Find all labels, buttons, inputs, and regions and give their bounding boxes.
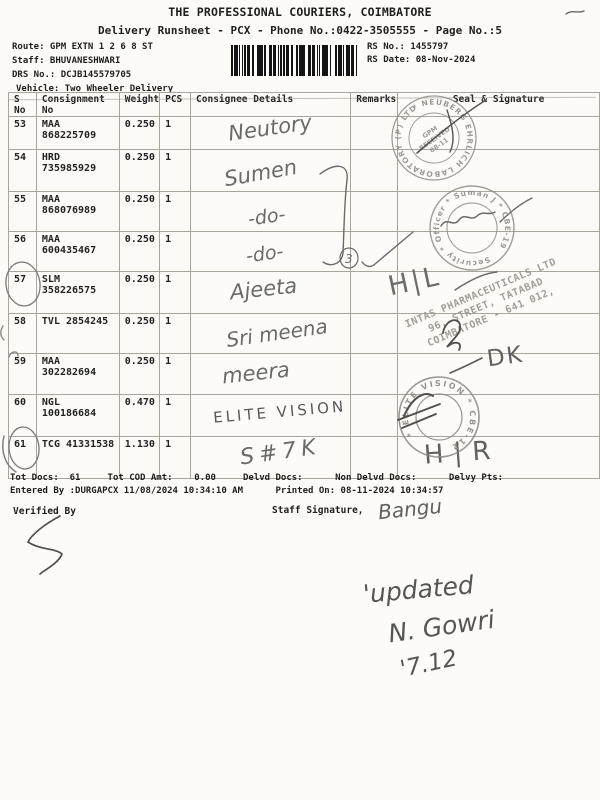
bottom-note-time: '7.12	[397, 645, 460, 683]
consignment-no: MAA 600435467	[35, 231, 120, 272]
s-no: 54	[8, 149, 37, 192]
s-no: 58	[8, 313, 37, 354]
staff-line: Staff: BHUVANESHWARI	[12, 56, 121, 66]
pcs: 1	[159, 231, 192, 272]
barcode	[231, 45, 357, 76]
seal-cell	[397, 149, 600, 192]
seal-cell	[397, 313, 600, 354]
pcs: 1	[159, 149, 192, 192]
rs-no-line: RS No.: 1455797	[367, 42, 449, 52]
neuberg-stamp: * NEUBERG EHRLICH LABORATORY (P) LTD. GP…	[384, 88, 484, 188]
s-no: 59	[8, 353, 37, 395]
pcs: 1	[159, 353, 192, 395]
seal-cell	[397, 436, 600, 479]
pcs: 1	[159, 313, 192, 354]
remarks-cell	[350, 116, 399, 150]
vehicle-line: Vehicle: Two Wheeler Delivery	[16, 84, 174, 94]
consignment-no: TVL 2854245	[35, 313, 120, 354]
consignment-no: NGL 100186684	[35, 394, 120, 437]
rs-date-line: RS Date: 08-Nov-2024	[367, 55, 476, 65]
svg-text:Security * Officer * Suman J *: Security * Officer * Suman J * CBE-19	[424, 180, 520, 276]
weight: 0.250	[118, 116, 161, 150]
s-no: 56	[8, 231, 37, 272]
seal-cell	[397, 271, 600, 314]
s-no: 53	[8, 116, 37, 150]
runsheet-table: S No Consignment No Weight PCS Consignee…	[8, 92, 600, 479]
weight: 0.250	[118, 149, 161, 192]
weight: 0.250	[118, 231, 161, 272]
svg-text:* ELITE VISION * CBE-12: * ELITE VISION * CBE-12	[394, 372, 484, 462]
s-no: 57	[8, 271, 37, 314]
bottom-note-updated: 'updated	[361, 570, 475, 609]
remarks-cell	[350, 149, 399, 192]
consignment-no: MAA 302282694	[35, 353, 120, 395]
consignment-no: SLM 358226575	[35, 271, 120, 314]
consignment-no: MAA 868076989	[35, 191, 120, 232]
remarks-cell	[350, 436, 399, 479]
pcs: 1	[159, 271, 192, 314]
table-row: 59 MAA 302282694 0.250 1	[8, 353, 600, 395]
consignee-cell	[190, 436, 352, 479]
page-subtitle: Delivery Runsheet - PCX - Phone No.:0422…	[98, 24, 502, 37]
pcs: 1	[159, 394, 192, 437]
col-weight: Weight	[118, 92, 161, 117]
route-line: Route: GPM EXTN 1 2 6 8 ST	[12, 42, 153, 52]
weight: 0.470	[118, 394, 161, 437]
remarks-cell	[350, 271, 399, 314]
totals-line: Tot Docs: 61 Tot COD Amt: 0.00 Delvd Doc…	[10, 473, 504, 483]
consignee-cell	[190, 116, 352, 150]
table-header-row: S No Consignment No Weight PCS Consignee…	[8, 92, 600, 117]
col-consignment-no: Consignment No	[35, 92, 120, 117]
verified-by-label: Verified By	[13, 506, 76, 517]
pcs: 1	[159, 191, 192, 232]
col-consignee-details: Consignee Details	[190, 92, 352, 117]
table-row: 58 TVL 2854245 0.250 1	[8, 313, 600, 354]
consignment-no: MAA 868225709	[35, 116, 120, 150]
security-ring-text: Security * Officer * Suman J * CBE-19	[424, 180, 520, 276]
left-margin-curl	[0, 325, 5, 341]
col-pcs: PCS	[159, 92, 192, 117]
remarks-cell	[350, 353, 399, 395]
staff-signature-label: Staff Signature,	[272, 505, 364, 516]
s-no: 60	[8, 394, 37, 437]
table-row: 54 HRD 735985929 0.250 1	[8, 149, 600, 192]
remarks-cell	[350, 191, 399, 232]
weight: 0.250	[118, 271, 161, 314]
elite-ring-text: * ELITE VISION * CBE-12	[394, 372, 484, 462]
remarks-cell	[350, 394, 399, 437]
weight: 0.250	[118, 353, 161, 395]
bottom-note-name: N. Gowri	[386, 604, 497, 649]
seal-cell	[397, 353, 600, 395]
remarks-cell	[350, 313, 399, 354]
entered-printed-line: Entered By :DURGAPCX 11/08/2024 10:34:10…	[10, 486, 444, 496]
s-no: 55	[8, 191, 37, 232]
staff-signature-handwriting: Bangu	[376, 493, 444, 525]
weight: 1.130	[118, 436, 161, 479]
security-officer-stamp: Security * Officer * Suman J * CBE-19	[424, 180, 520, 276]
weight: 0.250	[118, 313, 161, 354]
consignment-no: HRD 735985929	[35, 149, 120, 192]
page-title: THE PROFESSIONAL COURIERS, COIMBATORE	[168, 5, 432, 19]
pcs: 1	[159, 116, 192, 150]
seal-cell	[397, 191, 600, 232]
handwritten-code-dk: DK	[485, 341, 526, 373]
consignee-cell	[190, 271, 352, 314]
col-s-no: S No	[8, 92, 37, 117]
verified-by-signature	[26, 515, 64, 575]
consignee-cell	[190, 394, 352, 437]
elite-vision-stamp: * ELITE VISION * CBE-12	[394, 372, 484, 462]
drs-no-line: DRS No.: DCJB145579705	[12, 70, 132, 80]
weight: 0.250	[118, 191, 161, 232]
remarks-cell	[350, 231, 399, 272]
table-row: 61 TCG 41331538 1.130 1	[8, 436, 600, 479]
